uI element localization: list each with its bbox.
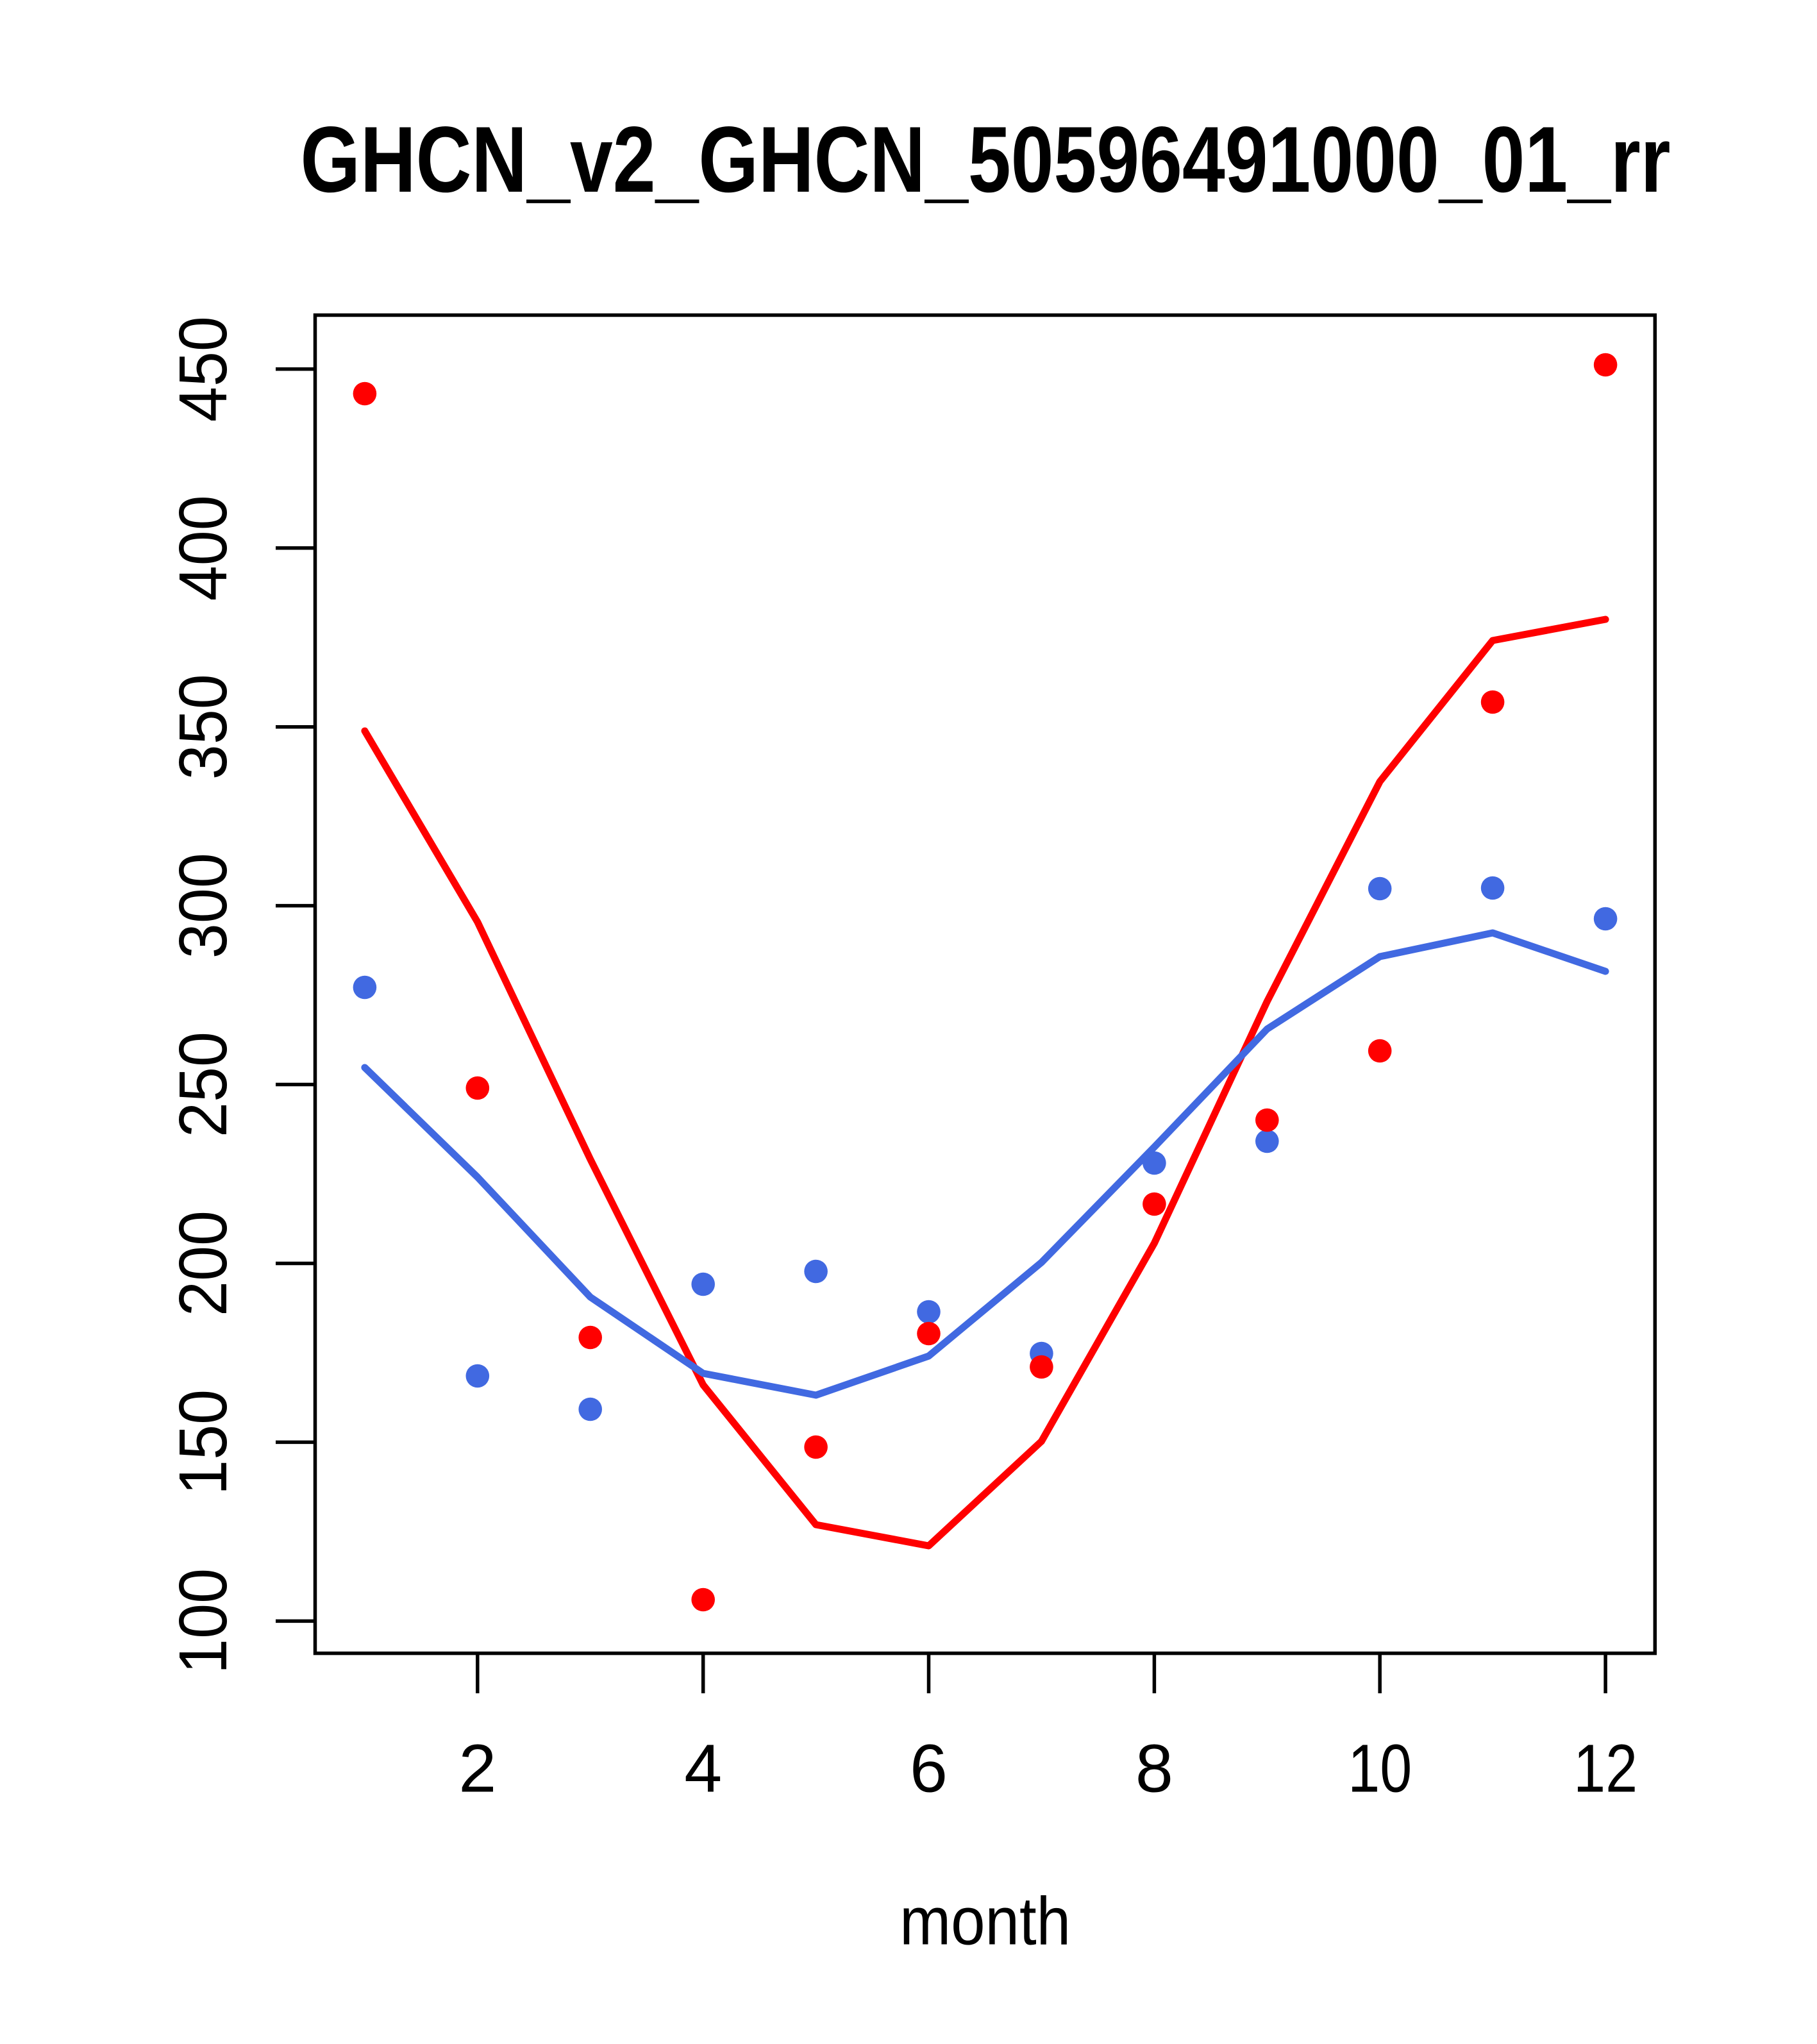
svg-text:4: 4 — [684, 1731, 722, 1807]
svg-text:350: 350 — [165, 674, 241, 780]
svg-text:2: 2 — [458, 1731, 496, 1807]
svg-text:8: 8 — [1135, 1731, 1173, 1807]
svg-text:200: 200 — [165, 1210, 241, 1316]
svg-text:GHCN_v2_GHCN_50596491000_01_rr: GHCN_v2_GHCN_50596491000_01_rr — [301, 107, 1671, 212]
svg-text:100: 100 — [165, 1568, 241, 1674]
svg-text:450: 450 — [165, 316, 241, 422]
svg-text:400: 400 — [165, 495, 241, 601]
svg-text:month: month — [900, 1884, 1071, 1959]
svg-text:10: 10 — [1348, 1731, 1412, 1807]
svg-text:300: 300 — [165, 853, 241, 959]
svg-text:12: 12 — [1573, 1731, 1637, 1807]
svg-text:150: 150 — [165, 1389, 241, 1495]
svg-text:6: 6 — [910, 1731, 948, 1807]
svg-text:250: 250 — [165, 1032, 241, 1137]
